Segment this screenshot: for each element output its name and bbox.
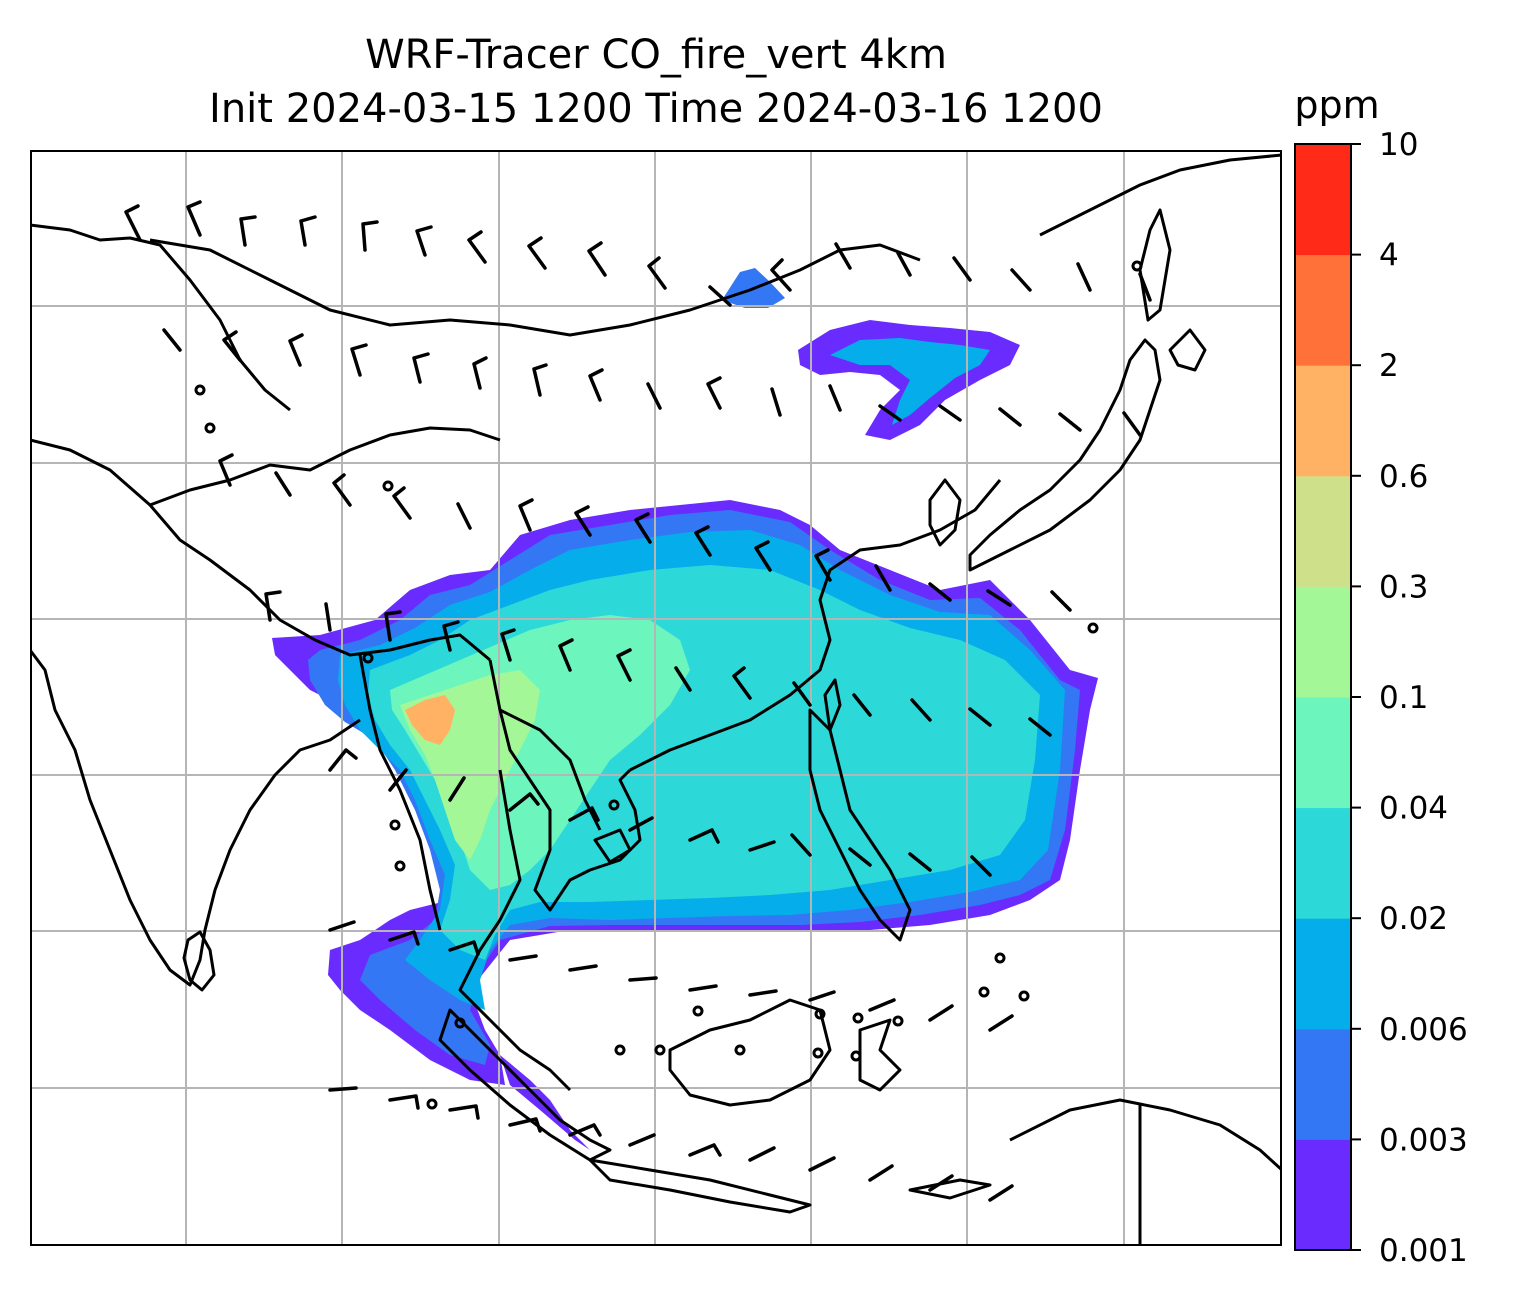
gulf-of-thailand: [458, 769, 572, 1092]
map-title-line-2: Init 2024-03-15 1200 Time 2024-03-16 120…: [209, 86, 1103, 132]
colorbar-tick-label: 0.003: [1379, 1122, 1468, 1158]
new-guinea: [1009, 1098, 1282, 1172]
mongolia-border: [149, 238, 921, 337]
colorbar-swatch: [1295, 365, 1351, 477]
indochina: [488, 659, 642, 912]
colorbar-tick-label: 0.02: [1379, 901, 1448, 937]
kazakh-border: [30, 223, 291, 412]
colorbar-swatch: [1295, 1028, 1351, 1140]
colorbar-swatch: [1295, 697, 1351, 809]
colorbar-tick-label: 0.6: [1379, 459, 1428, 495]
sakhalin: [1138, 208, 1172, 322]
borneo: [668, 998, 832, 1107]
colorbar-swatch: [1295, 254, 1351, 366]
colorbar-tick-label: 0.001: [1379, 1233, 1468, 1269]
co-plume-shading: [272, 268, 1098, 1150]
colorbar-tick-label: 0.006: [1379, 1012, 1468, 1048]
java: [588, 1158, 812, 1214]
philippines: [808, 708, 912, 942]
map-panel: [30, 150, 1282, 1246]
sri-lanka: [182, 930, 216, 992]
china-inner-border: [149, 426, 501, 507]
hokkaido: [1168, 328, 1207, 372]
plume-north-2: [830, 338, 990, 425]
hainan: [593, 828, 632, 864]
sumatra: [438, 1008, 612, 1162]
colorbar-tick-label: 0.04: [1379, 791, 1448, 827]
colorbar-frame: [1294, 143, 1352, 1251]
colorbar-swatch: [1295, 1139, 1351, 1251]
coastlines-and-borders: [30, 153, 1282, 1246]
plume-level-7: [405, 695, 455, 745]
map-gridlines: [30, 150, 1282, 1246]
colorbar-ticks: 0.001 0.003 0.006 0.02 0.04 0.1 0.3 0.6 2 4 10: [1351, 127, 1468, 1269]
korea: [928, 478, 962, 547]
sulawesi: [858, 1018, 902, 1092]
colorbar-swatch: [1295, 475, 1351, 587]
colorbar-swatch: [1295, 144, 1351, 256]
myanmar-border: [358, 654, 442, 931]
colorbar-unit-label: ppm: [1294, 90, 1379, 127]
colorbar-tick-label: 10: [1379, 127, 1418, 163]
calm-wind-circles: [194, 260, 1143, 1110]
colorbar-tick-label: 2: [1379, 348, 1399, 384]
taiwan: [823, 678, 842, 732]
colorbar-tick-label: 0.1: [1379, 680, 1428, 716]
russia-coast: [1039, 153, 1282, 237]
colorbar-swatch: [1295, 586, 1351, 698]
map-title-line-1: WRF-Tracer CO_fire_vert 4km: [365, 32, 947, 78]
colorbar-swatches: [1295, 144, 1351, 1251]
wind-barbs: [124, 200, 1152, 1202]
colorbar-tick-label: 4: [1379, 238, 1399, 274]
india-coastline: [30, 649, 361, 987]
colorbar-tick-label: 0.3: [1379, 569, 1428, 605]
colorbar-swatch: [1295, 918, 1351, 1030]
colorbar: ppm 0.001 0.003 0.006 0.02 0.04 0.1 0.3 0.6 2 4 10: [1294, 90, 1468, 1269]
himalaya-border: [30, 438, 491, 662]
japan: [968, 338, 1162, 572]
colorbar-swatch: [1295, 807, 1351, 919]
